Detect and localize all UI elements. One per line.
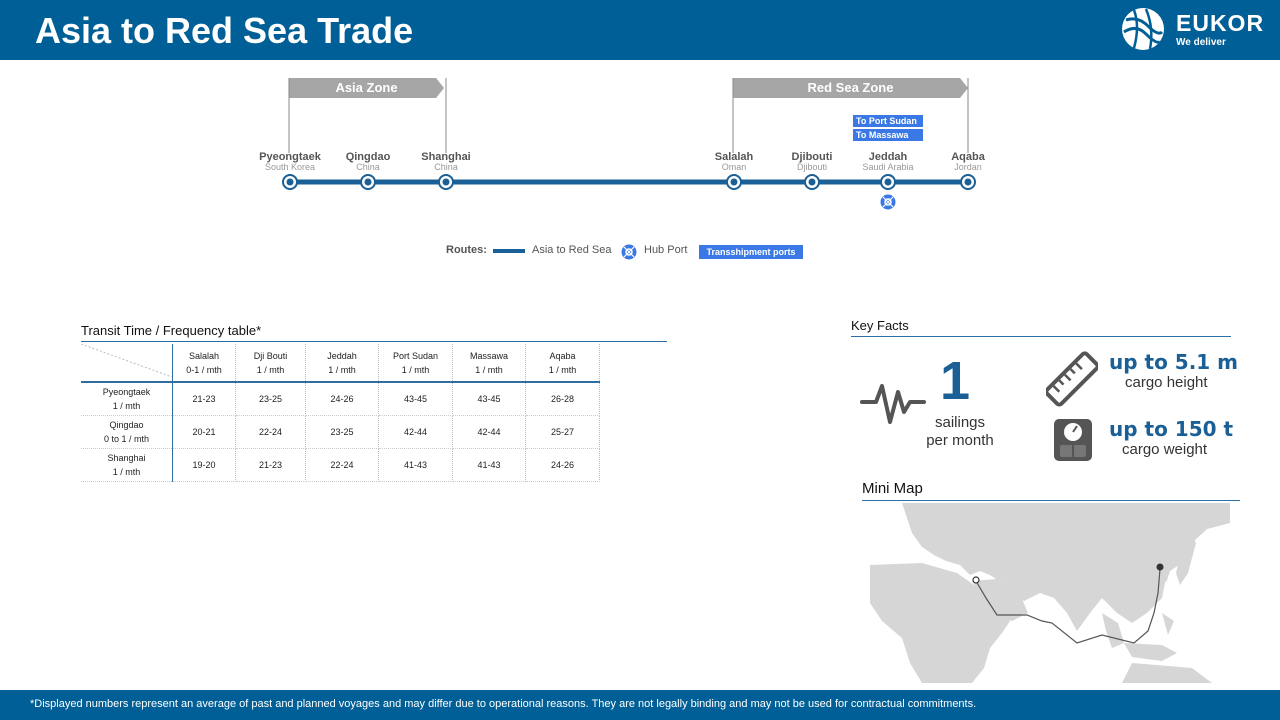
- port-country: Jordan: [954, 162, 982, 172]
- legend-route-swatch: [493, 249, 525, 253]
- scale-icon: [1054, 419, 1092, 461]
- table-row: Qingdao 0 to 1 / mth 20-21 22-24 23-25 42…: [81, 415, 600, 449]
- table-cell: 42-44: [378, 415, 453, 449]
- table-cell: 21-23: [235, 448, 306, 482]
- legend-transshipment: Transshipment ports: [699, 245, 803, 259]
- port-country: South Korea: [264, 162, 316, 172]
- table-title-rule: [81, 341, 667, 342]
- asia-zone-banner: [289, 78, 444, 98]
- legend-routes-label: Routes:: [446, 244, 487, 256]
- header-bar: Asia to Red Sea Trade EUKOR We deliver: [0, 0, 1280, 60]
- port-country: Oman: [721, 162, 747, 172]
- table-cell: 20-21: [172, 415, 236, 449]
- transshipment-port-sudan: To Port Sudan: [853, 115, 923, 127]
- table-title: Transit Time / Frequency table*: [81, 323, 262, 338]
- table-cell: 22-24: [305, 448, 379, 482]
- mini-map-route: [975, 568, 1161, 644]
- mini-map-title: Mini Map: [862, 480, 923, 497]
- page-title: Asia to Red Sea Trade: [35, 10, 414, 51]
- hub-port-icon: [880, 194, 896, 210]
- row-header: Shanghai 1 / mth: [81, 448, 173, 482]
- port-name: Djibouti: [791, 151, 833, 163]
- row-header: Pyeongtaek 1 / mth: [81, 382, 173, 416]
- port-name: Shanghai: [421, 151, 471, 163]
- table-cell: 24-26: [305, 382, 379, 416]
- transshipment-massawa: To Massawa: [853, 129, 923, 141]
- pulse-icon: [860, 384, 926, 424]
- eukor-logo: EUKOR We deliver: [1120, 6, 1270, 54]
- table-row: Shanghai 1 / mth 19-20 21-23 22-24 41-43 …: [81, 448, 600, 482]
- table-cell: 22-24: [235, 415, 306, 449]
- table-header-row: Salalah 0-1 / mth Dji Bouti 1 / mth Jeddah…: [80, 343, 600, 383]
- table-cell: 23-25: [235, 382, 306, 416]
- logo-wordmark: EUKOR: [1176, 10, 1265, 36]
- table-corner-cell: [80, 343, 173, 383]
- column-header: Aqaba 1 / mth: [525, 344, 600, 383]
- port-stop-qingdao: [360, 174, 376, 190]
- footer-disclaimer: *Displayed numbers represent an average …: [30, 698, 977, 710]
- port-country: China: [356, 162, 380, 172]
- red-sea-zone-banner: [733, 78, 968, 98]
- mini-map-destination: [972, 576, 980, 584]
- legend-route-name: Asia to Red Sea: [532, 244, 612, 256]
- port-country: China: [434, 162, 458, 172]
- table-cell: 23-25: [305, 415, 379, 449]
- mini-map-origin: [1156, 563, 1164, 571]
- table-cell: 21-23: [172, 382, 236, 416]
- table-cell: 43-45: [452, 382, 526, 416]
- zone-label-red-sea: Red Sea Zone: [807, 80, 894, 95]
- hub-port-icon: [621, 244, 637, 260]
- mini-map: [870, 503, 1230, 683]
- cargo-weight-value: up to 150 t: [1109, 417, 1234, 441]
- port-name: Qingdao: [345, 151, 391, 163]
- route-diagram: [282, 78, 976, 210]
- column-header: Massawa 1 / mth: [452, 344, 526, 383]
- port-stop-shanghai: [438, 174, 454, 190]
- column-header: Dji Bouti 1 / mth: [235, 344, 306, 383]
- key-facts-title: Key Facts: [851, 318, 909, 333]
- column-header: Salalah 0-1 / mth: [172, 344, 236, 383]
- port-country: Djibouti: [796, 162, 827, 172]
- table-cell: 25-27: [525, 415, 600, 449]
- mini-map-rule: [862, 500, 1240, 501]
- port-stop-pyeongtaek: [282, 174, 298, 190]
- zone-label-asia: Asia Zone: [335, 80, 398, 95]
- table-cell: 43-45: [378, 382, 453, 416]
- port-name: Pyeongtaek: [259, 151, 321, 163]
- port-stop-djibouti: [804, 174, 820, 190]
- port-name: Jeddah: [868, 151, 908, 163]
- cargo-weight-label: cargo weight: [1122, 441, 1208, 458]
- port-stop-aqaba: [960, 174, 976, 190]
- footer-bar: *Displayed numbers represent an average …: [0, 690, 1280, 720]
- table-cell: 42-44: [452, 415, 526, 449]
- table-row: Pyeongtaek 1 / mth 21-23 23-25 24-26 43-4…: [81, 382, 600, 416]
- transit-time-table: Salalah 0-1 / mth Dji Bouti 1 / mth Jeddah…: [80, 343, 600, 482]
- table-cell: 41-43: [378, 448, 453, 482]
- sailings-label: sailings per month: [926, 414, 994, 449]
- port-name: Aqaba: [951, 151, 985, 163]
- port-stop-jeddah: [880, 174, 896, 190]
- port-name: Salalah: [714, 151, 754, 163]
- table-cell: 24-26: [525, 448, 600, 482]
- ruler-icon: [1046, 351, 1098, 407]
- legend-hub-port: Hub Port: [644, 244, 688, 256]
- cargo-height-value: up to 5.1 m: [1109, 350, 1239, 374]
- port-stop-salalah: [726, 174, 742, 190]
- globe-icon: [1122, 8, 1164, 50]
- table-cell: 26-28: [525, 382, 600, 416]
- table-cell: 41-43: [452, 448, 526, 482]
- key-facts-rule: [851, 336, 1231, 337]
- cargo-height-label: cargo height: [1125, 374, 1208, 391]
- column-header: Port Sudan 1 / mth: [378, 344, 453, 383]
- port-country: Saudi Arabia: [862, 162, 914, 172]
- table-cell: 19-20: [172, 448, 236, 482]
- sailings-value: 1: [940, 351, 971, 411]
- column-header: Jeddah 1 / mth: [305, 344, 379, 383]
- row-header: Qingdao 0 to 1 / mth: [81, 415, 173, 449]
- logo-tagline: We deliver: [1176, 37, 1226, 48]
